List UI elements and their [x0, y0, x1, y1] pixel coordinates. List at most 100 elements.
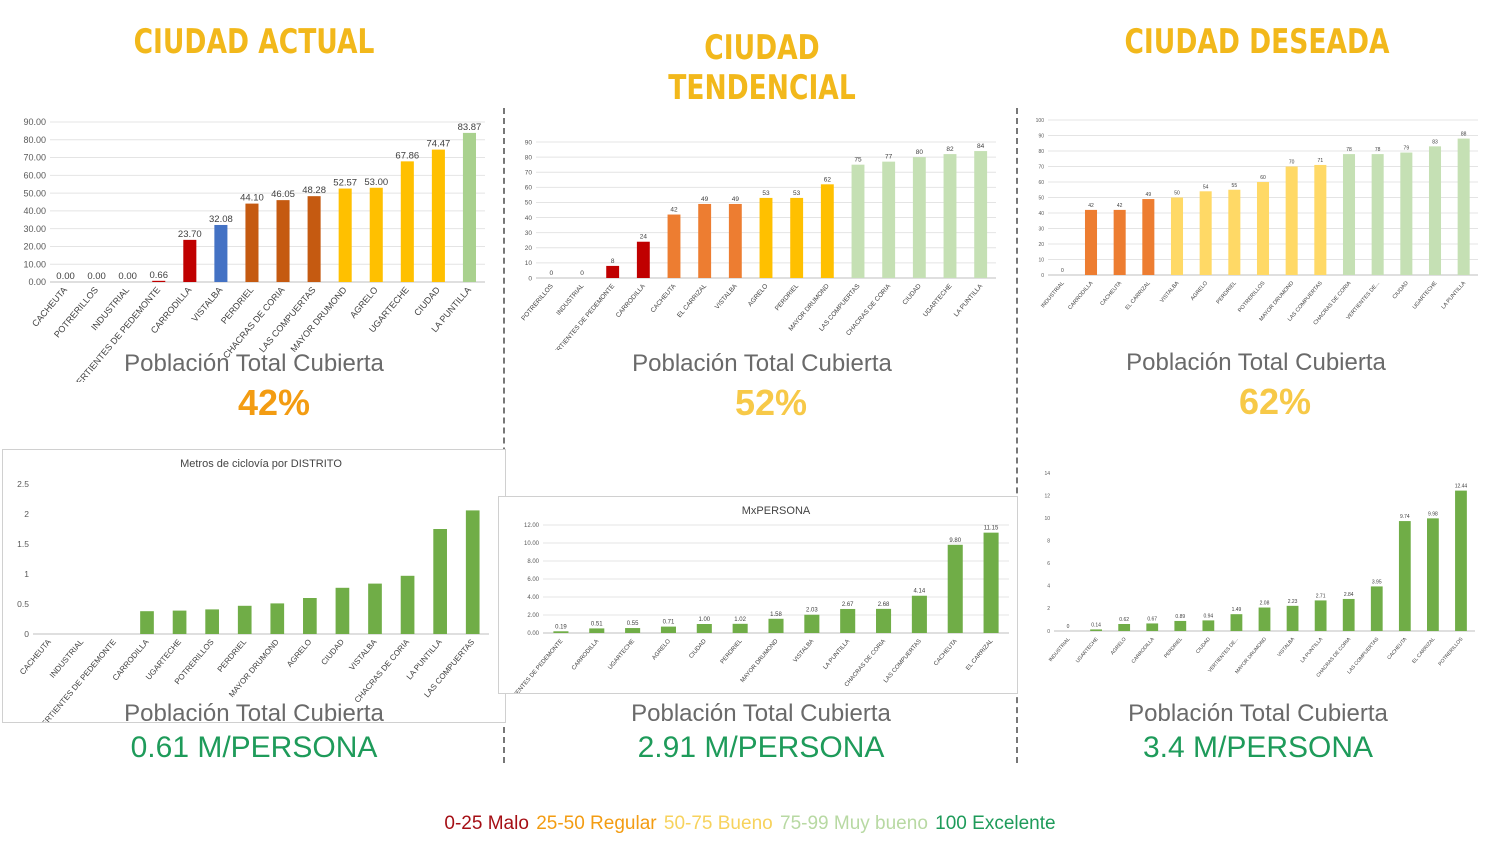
- title-ciudad-deseada: CIUDAD DESEADA: [1124, 22, 1390, 62]
- actual-coverage-data-label: 0.00: [118, 271, 137, 282]
- tendencial-cycleway-title: MxPERSONA: [742, 505, 811, 517]
- deseada-coverage-bar: [1142, 199, 1155, 275]
- tendencial-coverage-ytick: 70: [525, 169, 533, 176]
- deseada-cycleway-bar: [1230, 614, 1243, 631]
- tendencial-cycleway-bar: [911, 595, 927, 633]
- actual-coverage-ytick: 40.00: [23, 206, 46, 216]
- actual-cycleway-bar: [172, 610, 187, 634]
- tendencial-cycleway-data-label: 1.58: [770, 612, 782, 618]
- tendencial-coverage-data-label: 80: [916, 149, 924, 156]
- deseada-coverage-data-label: 60: [1260, 175, 1266, 181]
- actual-cycleway-bar: [335, 587, 350, 634]
- chart-deseada-coverage: 0 10 20 30 40 50 60 70 80 90 100 0 INDUSTRIAL 42 CARRO…: [1022, 112, 1498, 327]
- deseada-coverage-data-label: 78: [1346, 147, 1352, 153]
- actual-coverage-ytick: 50.00: [23, 188, 46, 198]
- deseada-coverage-data-label: 55: [1232, 183, 1238, 189]
- deseada-coverage-data-label: 70: [1289, 160, 1295, 166]
- tendencial-cycleway-xtick: CARRODILLA: [571, 638, 600, 671]
- actual-coverage-ytick: 60.00: [23, 170, 46, 180]
- deseada-coverage-ytick: 90: [1038, 133, 1044, 139]
- meters-deseada: 3.4 M/PERSONA: [1142, 731, 1374, 764]
- tendencial-coverage-xtick: INDUSTRIAL: [555, 283, 585, 317]
- title-ciudad-tendencial: CIUDAD TENDENCIAL: [668, 28, 856, 108]
- actual-coverage-bar: [183, 239, 197, 282]
- tendencial-coverage-data-label: 82: [946, 146, 954, 153]
- deseada-coverage-ytick: 0: [1041, 273, 1044, 279]
- tendencial-coverage-ytick: 90: [525, 139, 533, 146]
- tendencial-coverage-data-label: 62: [824, 176, 832, 183]
- caption-deseada-bottom: Población Total Cubierta: [1128, 700, 1388, 727]
- actual-coverage-data-label: 83.87: [458, 122, 482, 133]
- meters-tendencial: 2.91 M/PERSONA: [637, 731, 885, 764]
- column-divider-right: [1016, 108, 1018, 763]
- actual-cycleway-xtick: CACHEUTA: [18, 637, 53, 677]
- tendencial-coverage-data-label: 8: [611, 258, 615, 265]
- tendencial-cycleway-data-label: 0.19: [555, 624, 567, 630]
- actual-coverage-xtick: CHACRAS DE CORIA: [221, 285, 287, 360]
- deseada-coverage-bar: [1084, 209, 1098, 275]
- tendencial-coverage-ytick: 40: [525, 215, 533, 222]
- tendencial-cycleway-xtick: MAYOR DRUMOND: [740, 638, 780, 684]
- tendencial-coverage-xtick: VISTALBA: [714, 282, 739, 310]
- deseada-coverage-data-label: 0: [1061, 268, 1064, 274]
- actual-coverage-bar: [400, 161, 414, 282]
- tendencial-coverage-xtick: PERDRIEL: [774, 282, 801, 312]
- deseada-coverage-ytick: 40: [1038, 211, 1044, 217]
- deseada-coverage-bar: [1228, 189, 1241, 275]
- actual-coverage-bar: [307, 196, 321, 282]
- tendencial-cycleway-data-label: 2.03: [806, 608, 818, 614]
- deseada-cycleway-ytick: 2: [1047, 606, 1050, 612]
- tendencial-coverage-bar: [912, 157, 926, 278]
- deseada-cycleway-data-label: 1.49: [1232, 607, 1242, 613]
- actual-coverage-bar: [152, 280, 166, 282]
- deseada-cycleway-data-label: 0.62: [1119, 617, 1129, 623]
- actual-coverage-bar: [462, 132, 476, 282]
- deseada-coverage-data-label: 83: [1432, 139, 1438, 145]
- tendencial-cycleway-data-label: 4.14: [914, 589, 926, 595]
- deseada-cycleway-bar: [1258, 607, 1271, 631]
- actual-cycleway-title: Metros de ciclovía por DISTRITO: [180, 458, 342, 470]
- deseada-cycleway-bar: [1118, 624, 1131, 631]
- tendencial-coverage-data-label: 24: [640, 234, 648, 241]
- deseada-coverage-xtick: LA PUNTILLA: [1441, 280, 1468, 310]
- tendencial-coverage-bar: [667, 214, 681, 278]
- tendencial-cycleway-xtick: EL CARRIZAL: [965, 638, 995, 672]
- tendencial-coverage-ytick: 30: [525, 230, 533, 237]
- tendencial-coverage-data-label: 84: [977, 143, 985, 150]
- tendencial-cycleway-ytick: 12.00: [524, 523, 540, 529]
- actual-coverage-ytick: 10.00: [23, 259, 46, 269]
- actual-coverage-ytick: 0.00: [28, 277, 46, 287]
- tendencial-cycleway-bar: [732, 623, 748, 633]
- legend-regular: 25-50 Regular: [536, 813, 657, 834]
- title-ciudad-actual: CIUDAD ACTUAL: [133, 22, 375, 62]
- deseada-coverage-data-label: 42: [1117, 203, 1123, 209]
- chart-actual-coverage: 0.00 10.00 20.00 30.00 40.00 50.00 60.00 70.00 8…: [8, 110, 493, 382]
- tendencial-coverage-bar: [606, 265, 620, 278]
- deseada-coverage-data-label: 88: [1461, 132, 1467, 138]
- actual-coverage-bar: [214, 224, 228, 282]
- tendencial-coverage-data-label: 75: [854, 157, 862, 164]
- tendencial-cycleway-bar: [768, 618, 784, 633]
- deseada-cycleway-data-label: 0.14: [1091, 622, 1101, 628]
- tendencial-coverage-ytick: 80: [525, 154, 533, 161]
- tendencial-cycleway-xtick: VISTALBA: [793, 638, 816, 663]
- tendencial-coverage-xtick: UGARTECHE: [922, 282, 954, 318]
- tendencial-coverage-bar: [974, 151, 988, 278]
- actual-cycleway-ytick: 1: [24, 569, 29, 579]
- deseada-coverage-bar: [1400, 152, 1413, 275]
- deseada-cycleway-bar: [1146, 623, 1159, 631]
- tendencial-cycleway-xtick: UGARTECHE: [607, 638, 636, 671]
- actual-coverage-data-label: 52.57: [333, 178, 357, 189]
- caption-actual-top: Población Total Cubierta: [124, 350, 384, 377]
- tendencial-cycleway-ytick: 2.00: [527, 613, 539, 619]
- tendencial-cycleway-bar: [660, 626, 676, 633]
- tendencial-cycleway-data-label: 2.68: [878, 602, 890, 608]
- deseada-cycleway-ytick: 0: [1047, 629, 1050, 635]
- actual-cycleway-xtick: AGRELO: [285, 638, 313, 669]
- tendencial-cycleway-data-label: 0.55: [627, 621, 639, 627]
- actual-coverage-ytick: 20.00: [23, 242, 46, 252]
- deseada-cycleway-data-label: 2.08: [1260, 601, 1270, 607]
- actual-cycleway-xtick: CIUDAD: [319, 637, 346, 666]
- tendencial-cycleway-xtick: CIUDAD: [688, 638, 708, 660]
- actual-coverage-ytick: 30.00: [23, 224, 46, 234]
